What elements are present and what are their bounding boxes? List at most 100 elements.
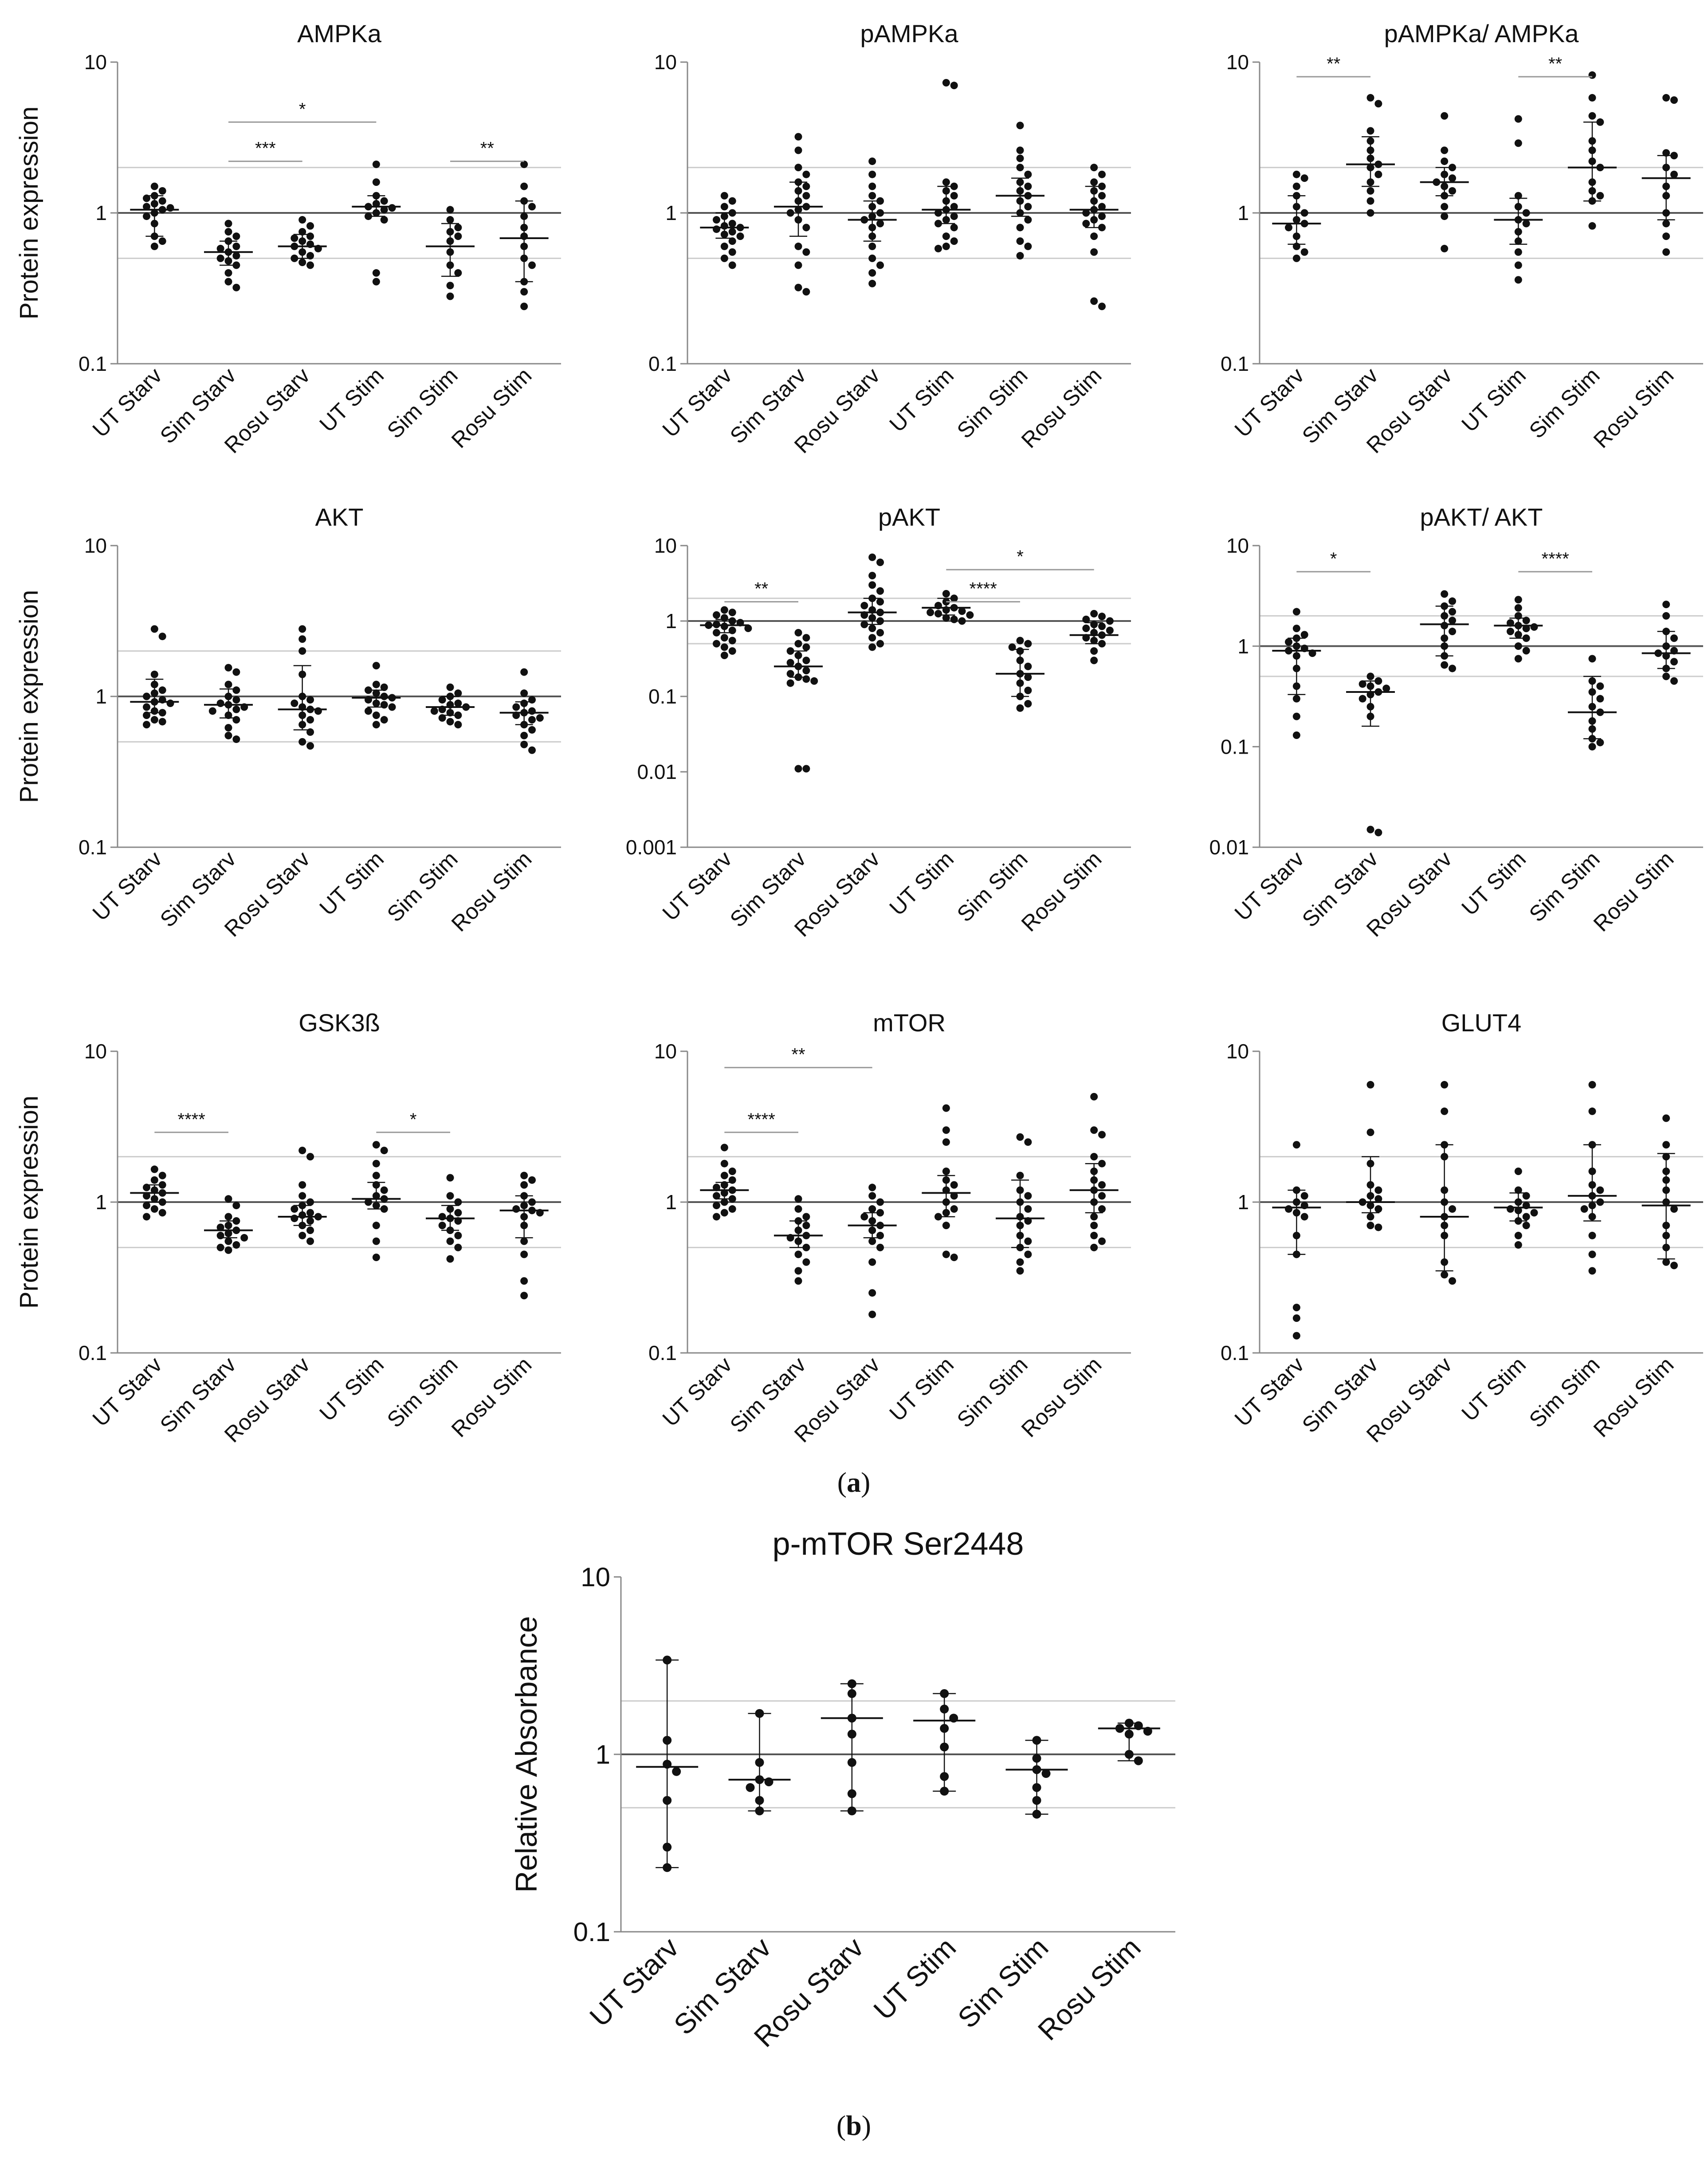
data-point — [536, 1209, 544, 1217]
data-point — [942, 216, 950, 224]
data-point — [1292, 664, 1300, 672]
data-point — [868, 1205, 876, 1213]
data-point — [1662, 1167, 1670, 1175]
data-point — [150, 1205, 158, 1213]
data-point — [446, 701, 454, 709]
data-point — [712, 640, 720, 648]
data-point — [232, 252, 240, 260]
data-point — [1082, 615, 1090, 623]
data-point — [876, 209, 884, 217]
data-point — [150, 192, 158, 200]
chart-title: GSK3ß — [298, 1009, 380, 1037]
data-point — [794, 765, 802, 773]
data-point — [705, 621, 713, 629]
data-point — [868, 1192, 876, 1200]
data-point — [1366, 209, 1374, 217]
data-point — [1292, 1250, 1300, 1258]
y-axis-label: Protein expression — [15, 590, 43, 803]
data-point — [720, 1171, 728, 1179]
data-point — [942, 1138, 950, 1146]
data-point — [794, 1277, 802, 1285]
data-point — [224, 701, 232, 709]
data-point — [868, 1289, 876, 1297]
data-point — [1449, 628, 1457, 636]
data-point — [934, 209, 942, 217]
data-point — [158, 197, 166, 205]
data-point — [1090, 297, 1098, 305]
data-point — [1522, 647, 1530, 655]
data-point — [1024, 673, 1032, 681]
data-point — [438, 705, 446, 713]
data-point — [306, 1153, 314, 1161]
data-point — [847, 1714, 856, 1723]
data-point — [794, 216, 802, 224]
data-point — [802, 1213, 810, 1221]
data-point — [380, 1186, 388, 1194]
data-point — [232, 716, 240, 724]
data-point — [720, 652, 728, 660]
data-point — [1588, 137, 1596, 145]
data-point — [306, 728, 314, 736]
data-point — [306, 222, 314, 230]
data-point — [438, 1222, 446, 1230]
data-point — [150, 1176, 158, 1184]
data-point — [942, 1250, 950, 1258]
data-point — [1522, 1192, 1530, 1200]
data-point — [306, 1198, 314, 1206]
data-point — [512, 711, 520, 719]
data-point — [1662, 1141, 1670, 1149]
data-point — [1024, 687, 1032, 695]
data-point — [1514, 261, 1522, 269]
data-point — [150, 182, 158, 190]
data-point — [291, 234, 298, 242]
data-point — [1292, 1304, 1300, 1312]
chart-title: p-mTOR Ser2448 — [773, 1526, 1024, 1562]
data-point — [1596, 118, 1604, 126]
data-point — [1008, 643, 1016, 651]
data-point — [208, 707, 216, 715]
data-point — [142, 1183, 150, 1191]
data-point — [1449, 617, 1457, 625]
data-point — [720, 1189, 728, 1197]
data-point — [298, 237, 306, 245]
data-point — [372, 711, 380, 719]
data-point — [712, 621, 720, 629]
data-point — [528, 696, 536, 704]
data-point — [454, 269, 462, 277]
data-point — [520, 242, 528, 250]
significance-label: **** — [1542, 549, 1569, 569]
data-point — [728, 617, 736, 625]
data-point — [1016, 1133, 1024, 1141]
data-point — [949, 1714, 958, 1723]
data-point — [520, 1181, 528, 1189]
data-point — [240, 1234, 248, 1242]
data-point — [1662, 1222, 1670, 1230]
data-point — [942, 590, 950, 598]
data-point — [454, 232, 462, 240]
data-point — [520, 160, 528, 168]
data-point — [298, 1181, 306, 1189]
data-point — [298, 1231, 306, 1239]
data-point — [150, 232, 158, 240]
data-point — [520, 182, 528, 190]
data-point — [1588, 1081, 1596, 1089]
data-point — [1514, 1167, 1522, 1175]
data-point — [306, 1237, 314, 1245]
data-point — [512, 1205, 520, 1213]
data-point — [142, 203, 150, 211]
data-point — [1433, 178, 1441, 186]
data-point — [868, 1217, 876, 1225]
data-point — [1082, 220, 1090, 228]
data-point — [1596, 739, 1604, 747]
data-point — [232, 1226, 240, 1234]
data-point — [868, 224, 876, 232]
data-point — [794, 1205, 802, 1213]
data-point — [876, 629, 884, 637]
data-point — [520, 668, 528, 676]
data-point — [1300, 645, 1308, 653]
data-point — [224, 220, 232, 228]
data-point — [786, 1234, 794, 1242]
data-point — [438, 696, 446, 704]
data-point — [860, 611, 868, 619]
